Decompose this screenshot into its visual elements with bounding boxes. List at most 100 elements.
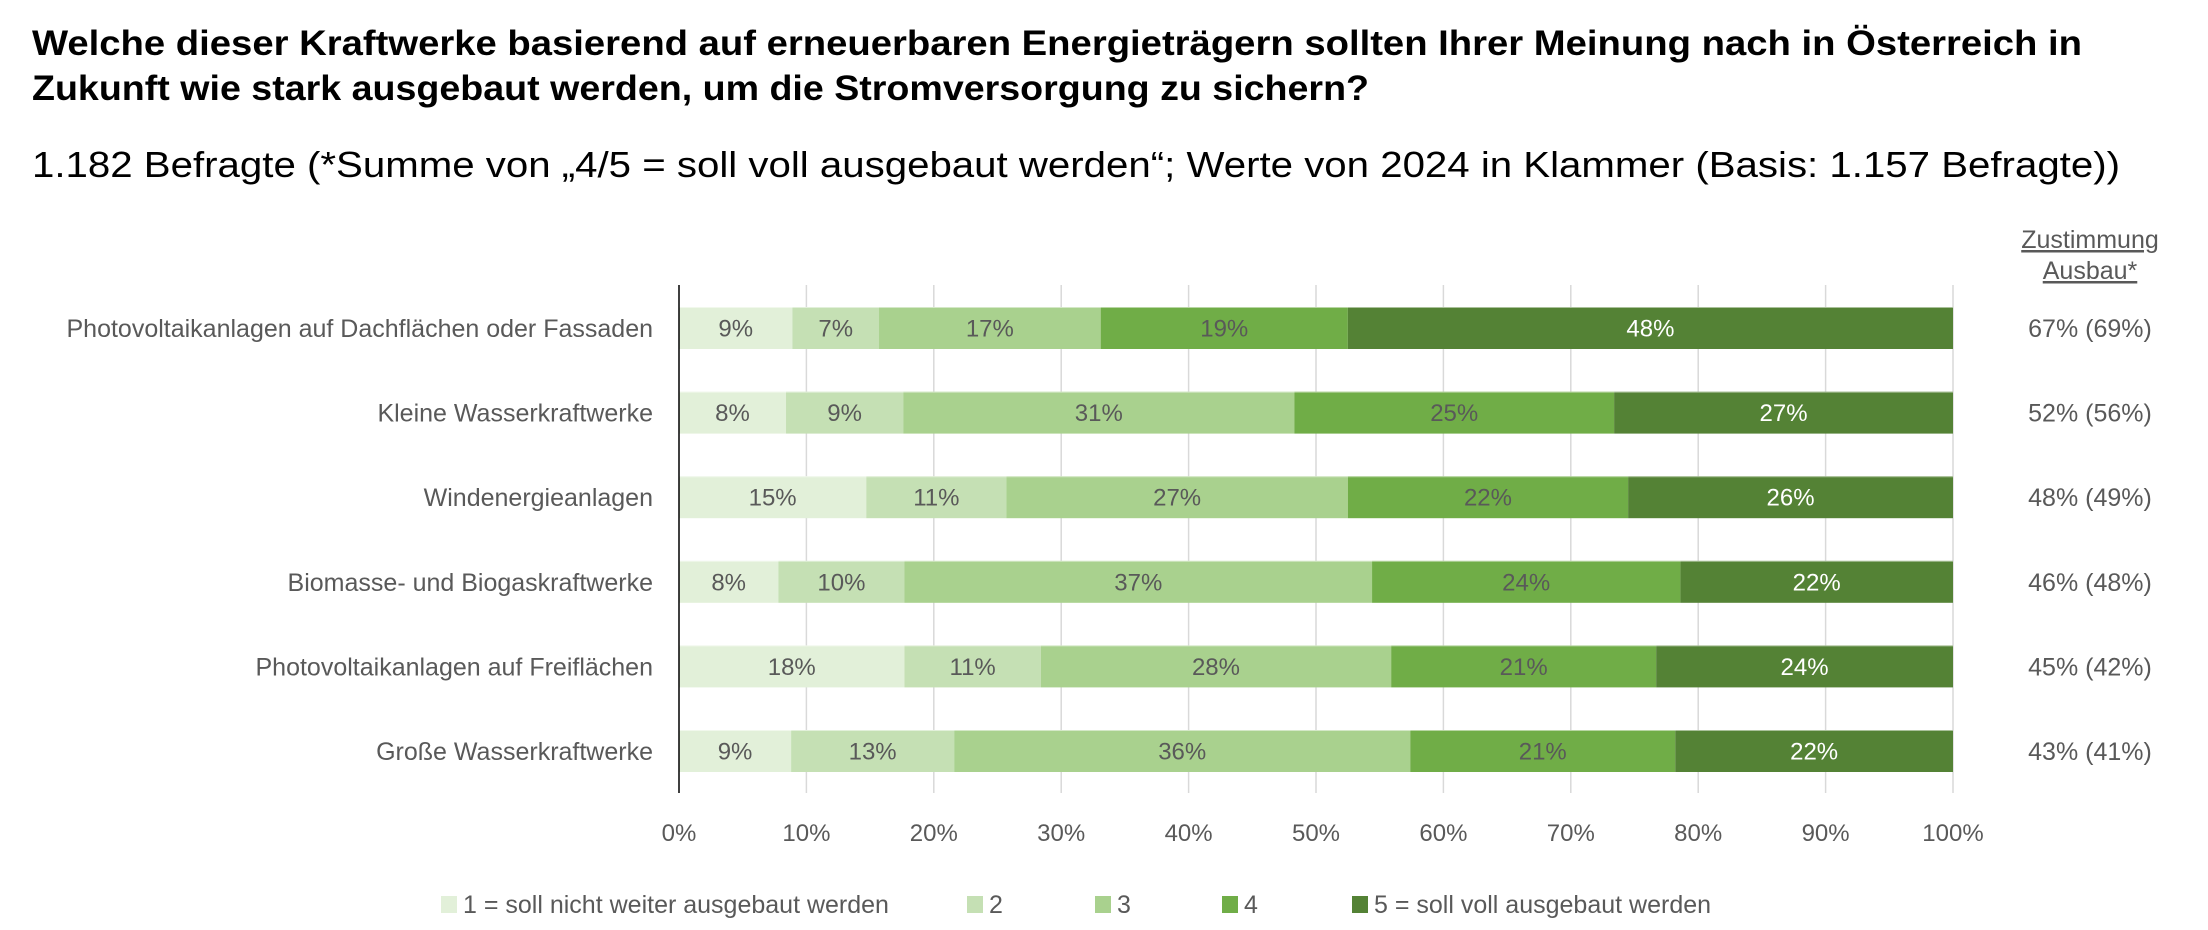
- legend-swatch: [967, 896, 983, 913]
- data-label: 17%: [966, 316, 1014, 343]
- side-column-header: Ausbau*: [2043, 257, 2138, 285]
- legend-label: 5 = soll voll ausgebaut werden: [1374, 891, 1711, 919]
- data-label: 8%: [715, 400, 750, 427]
- gridlines: [805, 285, 1954, 793]
- bar-segment: [791, 730, 955, 772]
- legend-item: 4: [1222, 891, 1258, 919]
- x-tick-label: 0%: [662, 820, 697, 847]
- bars: 9% 7% 17% 19% 48% 8% 9% 31% 25% 27% 15% 11% 27% 22% 26…: [679, 307, 1953, 772]
- bar-segment: [786, 391, 904, 434]
- legend-swatch: [1095, 896, 1111, 913]
- bar-row: 18% 11% 28% 21% 24%: [679, 645, 1953, 688]
- bar-segment: [904, 560, 1373, 603]
- bar-row: 8% 9% 31% 25% 27%: [679, 391, 1953, 434]
- bar-segment: [1628, 476, 1953, 519]
- data-label: 26%: [1767, 485, 1815, 512]
- x-tick-label: 20%: [910, 820, 958, 847]
- data-label: 13%: [849, 739, 897, 766]
- zustimmung-column: Zustimmung Ausbau* 67% (69%) 52% (56%) 48% (…: [2021, 226, 2159, 766]
- legend-label: 4: [1244, 891, 1258, 919]
- data-label: 24%: [1781, 654, 1829, 681]
- bar-segment: [866, 476, 1007, 519]
- bar-segment: [679, 730, 792, 772]
- data-label: 24%: [1502, 569, 1550, 596]
- bar-segment: [1614, 391, 1953, 434]
- zustimmung-value: 67% (69%): [2028, 315, 2152, 343]
- x-tick-label: 60%: [1419, 820, 1467, 847]
- bar-segment: [679, 391, 787, 434]
- bar-segment: [679, 645, 905, 688]
- bar-segment: [1656, 645, 1953, 688]
- data-label: 19%: [1200, 316, 1248, 343]
- bar-row: 8% 10% 37% 24% 22%: [679, 560, 1953, 603]
- data-label: 22%: [1464, 485, 1512, 512]
- x-tick-label: 100%: [1922, 820, 1983, 847]
- legend-swatch: [1352, 896, 1368, 913]
- category-label: Kleine Wasserkraftwerke: [377, 400, 653, 428]
- data-label: 18%: [768, 654, 816, 681]
- bar-segment: [679, 560, 779, 603]
- data-label: 15%: [749, 485, 797, 512]
- data-label: 22%: [1790, 739, 1838, 766]
- x-tick-label: 40%: [1165, 820, 1213, 847]
- bar-segment: [1675, 730, 1953, 772]
- data-label: 22%: [1793, 569, 1841, 596]
- bar-row: 15% 11% 27% 22% 26%: [679, 476, 1953, 519]
- data-label: 25%: [1430, 400, 1478, 427]
- legend-swatch: [441, 896, 457, 913]
- x-tick-label: 30%: [1037, 820, 1085, 847]
- chart-title: Welche dieser Kraftwerke basierend auf e…: [32, 24, 2082, 108]
- x-tick-label: 80%: [1674, 820, 1722, 847]
- legend-item: 1 = soll nicht weiter ausgebaut werden: [441, 891, 889, 919]
- legend-label: 3: [1117, 891, 1131, 919]
- bar-segment: [903, 391, 1295, 434]
- bar-segment: [904, 645, 1041, 688]
- category-label: Biomasse- und Biogaskraftwerke: [288, 569, 653, 597]
- data-label: 9%: [827, 400, 862, 427]
- bar-row: 9% 13% 36% 21% 22%: [679, 730, 1953, 772]
- legend-label: 1 = soll nicht weiter ausgebaut werden: [463, 891, 889, 919]
- legend-item: 2: [967, 891, 1003, 919]
- bar-segment: [1680, 560, 1953, 603]
- legend-label: 2: [989, 891, 1003, 919]
- x-tick-label: 90%: [1802, 820, 1850, 847]
- legend-item: 3: [1095, 891, 1131, 919]
- data-label: 9%: [718, 316, 753, 343]
- bar-segment: [1391, 645, 1657, 688]
- bar-segment: [1372, 560, 1681, 603]
- bar-row: 9% 7% 17% 19% 48%: [679, 307, 1953, 349]
- bar-segment: [1040, 645, 1392, 688]
- data-label: 7%: [818, 316, 853, 343]
- subtitle-text: 1.182 Befragte (*Summe von „4/5 = soll v…: [32, 144, 2120, 185]
- zustimmung-value: 43% (41%): [2028, 738, 2152, 766]
- data-label: 11%: [913, 485, 959, 512]
- data-label: 21%: [1500, 654, 1548, 681]
- data-label: 27%: [1760, 400, 1808, 427]
- x-tick-label: 10%: [782, 820, 830, 847]
- category-label: Photovoltaikanlagen auf Freiflächen: [256, 653, 654, 681]
- legend-swatch: [1222, 896, 1238, 913]
- bar-segment: [792, 307, 880, 349]
- chart-subtitle: 1.182 Befragte (*Summe von „4/5 = soll v…: [32, 144, 2120, 185]
- data-label: 27%: [1153, 485, 1201, 512]
- x-axis-ticks: 0% 10% 20% 30% 40% 50% 60% 70% 80% 90% 100%: [662, 820, 1984, 847]
- bar-segment: [679, 307, 793, 349]
- category-label: Photovoltaikanlagen auf Dachflächen oder…: [66, 315, 653, 343]
- data-label: 36%: [1158, 739, 1206, 766]
- category-labels: Photovoltaikanlagen auf Dachflächen oder…: [66, 315, 653, 766]
- data-label: 8%: [711, 569, 746, 596]
- category-label: Große Wasserkraftwerke: [376, 738, 653, 766]
- title-line: Welche dieser Kraftwerke basierend auf e…: [32, 24, 2082, 63]
- data-label: 37%: [1114, 569, 1162, 596]
- data-label: 48%: [1626, 316, 1674, 343]
- data-label: 28%: [1192, 654, 1240, 681]
- bar-segment: [1410, 730, 1676, 772]
- bar-segment: [1294, 391, 1615, 434]
- zustimmung-value: 52% (56%): [2028, 400, 2152, 428]
- bar-segment: [954, 730, 1411, 772]
- data-label: 11%: [950, 654, 996, 681]
- legend-item: 5 = soll voll ausgebaut werden: [1352, 891, 1711, 919]
- bar-segment: [679, 476, 867, 519]
- side-column-header: Zustimmung: [2021, 226, 2159, 254]
